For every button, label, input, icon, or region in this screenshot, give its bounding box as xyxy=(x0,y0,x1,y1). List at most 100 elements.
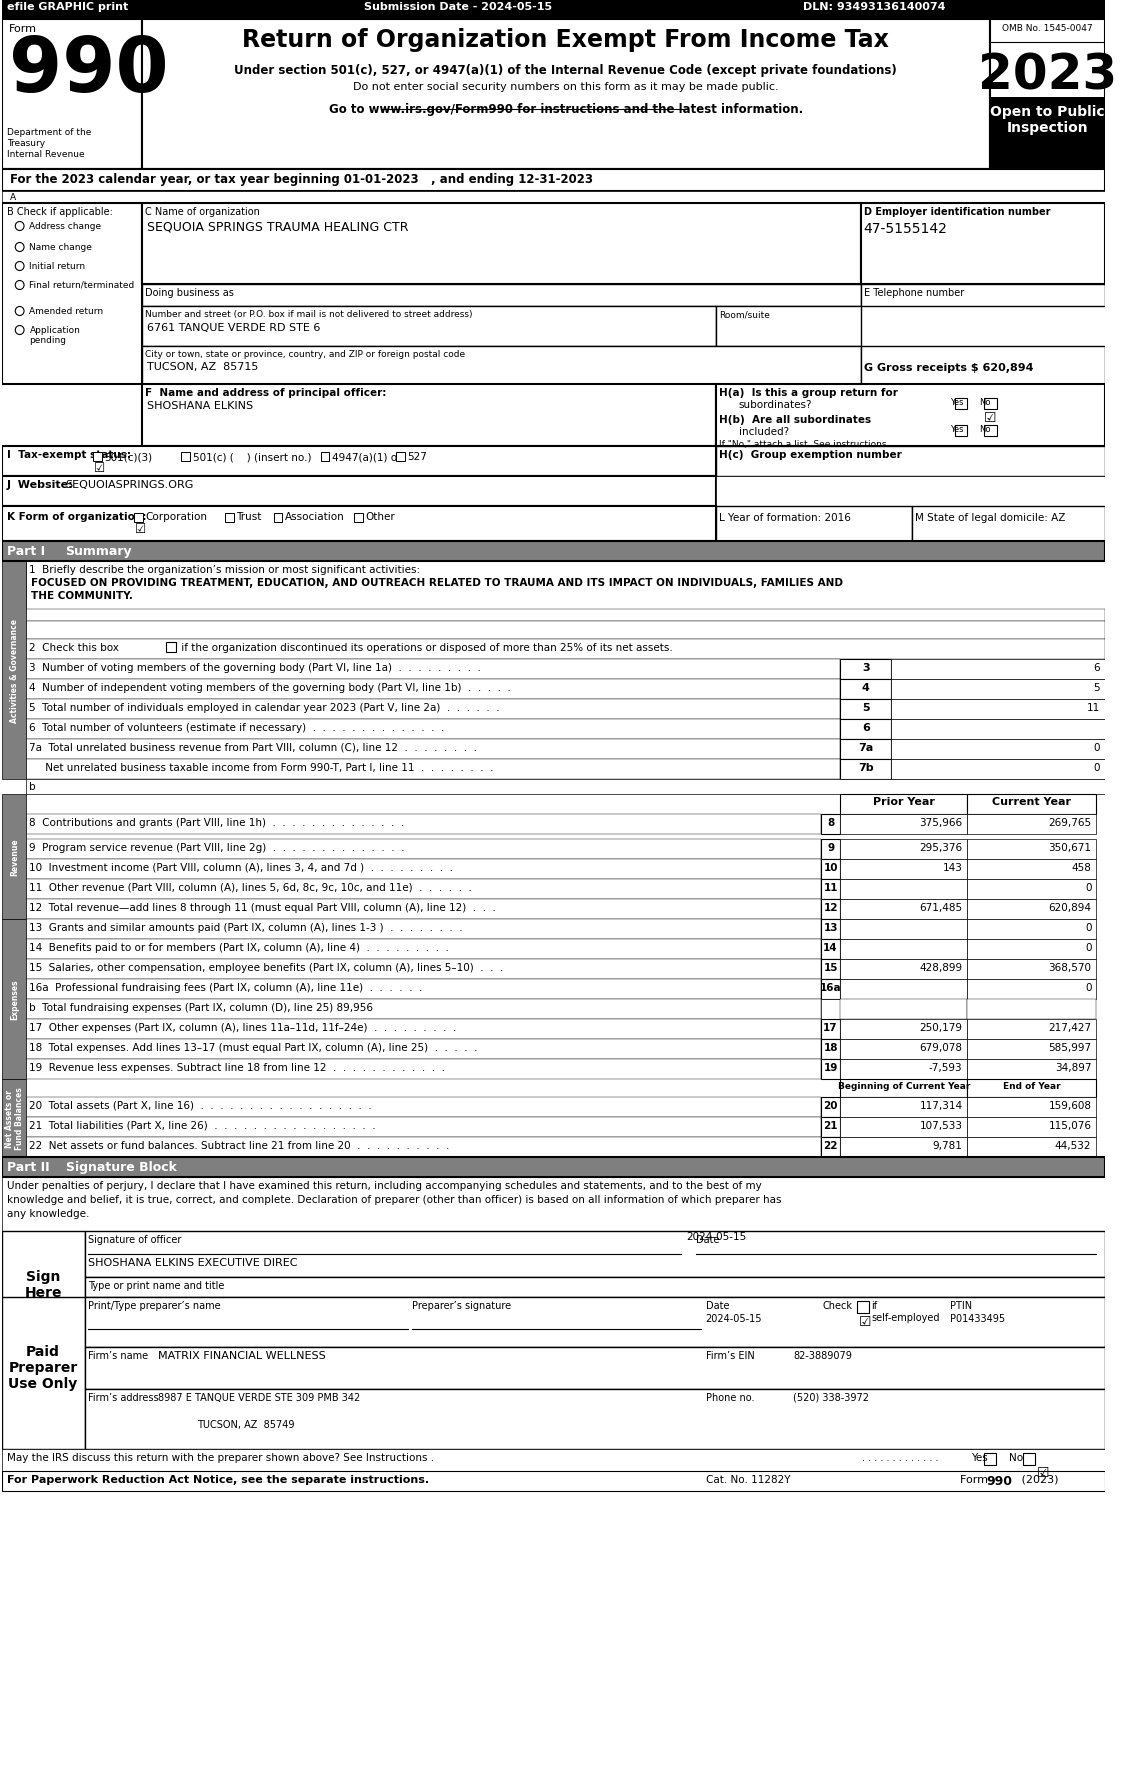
Text: 8: 8 xyxy=(826,818,834,827)
Bar xyxy=(821,859,840,880)
Text: Expenses: Expenses xyxy=(10,978,19,1019)
Bar xyxy=(26,859,821,880)
Bar xyxy=(840,880,968,900)
Bar xyxy=(26,779,1105,795)
Bar xyxy=(85,1297,1105,1347)
Text: 5: 5 xyxy=(1094,683,1101,693)
Text: Open to Public
Inspection: Open to Public Inspection xyxy=(990,105,1105,135)
Bar xyxy=(955,399,968,410)
Text: 12: 12 xyxy=(823,902,838,912)
Text: (2023): (2023) xyxy=(1018,1474,1059,1484)
Bar xyxy=(968,795,1096,814)
Text: 3  Number of voting members of the governing body (Part VI, line 1a)  .  .  .  .: 3 Number of voting members of the govern… xyxy=(29,663,481,672)
Bar xyxy=(860,203,1105,285)
Text: 12  Total revenue—add lines 8 through 11 (must equal Part VIII, column (A), line: 12 Total revenue—add lines 8 through 11 … xyxy=(29,902,497,912)
Text: 0: 0 xyxy=(1094,763,1101,773)
Text: 82-3889079: 82-3889079 xyxy=(794,1351,852,1360)
Bar xyxy=(821,980,840,1000)
Text: 15: 15 xyxy=(823,962,838,973)
Text: 7b: 7b xyxy=(858,763,874,773)
Text: C Name of organization: C Name of organization xyxy=(145,207,260,217)
Text: Submission Date - 2024-05-15: Submission Date - 2024-05-15 xyxy=(364,2,552,12)
Bar xyxy=(840,1039,968,1060)
Bar xyxy=(26,1117,821,1137)
Text: If "No," attach a list. See instructions.: If "No," attach a list. See instructions… xyxy=(719,440,890,449)
Bar xyxy=(26,1019,821,1039)
Text: 295,376: 295,376 xyxy=(919,843,962,852)
Text: I  Tax-exempt status:: I Tax-exempt status: xyxy=(7,449,131,460)
Bar xyxy=(860,285,1105,307)
Text: Form: Form xyxy=(960,1474,991,1484)
Text: subordinates?: subordinates? xyxy=(738,399,812,410)
Text: TUCSON, AZ  85749: TUCSON, AZ 85749 xyxy=(198,1418,295,1429)
Bar xyxy=(821,1098,840,1117)
Bar xyxy=(840,1137,968,1157)
Text: efile GRAPHIC print: efile GRAPHIC print xyxy=(7,2,129,12)
Bar xyxy=(968,1098,1096,1117)
Text: 34,897: 34,897 xyxy=(1054,1062,1092,1073)
Text: For Paperwork Reduction Act Notice, see the separate instructions.: For Paperwork Reduction Act Notice, see … xyxy=(7,1474,429,1484)
Bar xyxy=(26,1039,821,1060)
Bar xyxy=(26,839,821,859)
Text: 269,765: 269,765 xyxy=(1049,818,1092,827)
Text: 2024-05-15: 2024-05-15 xyxy=(706,1313,762,1324)
Text: 44,532: 44,532 xyxy=(1054,1140,1092,1151)
Bar xyxy=(2,561,26,779)
Bar xyxy=(142,347,860,385)
Text: OMB No. 1545-0047: OMB No. 1545-0047 xyxy=(1003,23,1093,34)
Bar xyxy=(968,980,1096,1000)
Bar xyxy=(968,939,1096,959)
Bar xyxy=(821,1000,840,1019)
Text: 0: 0 xyxy=(1085,982,1092,993)
Text: if the organization discontinued its operations or disposed of more than 25% of : if the organization discontinued its ope… xyxy=(178,643,673,652)
Bar xyxy=(2,1080,26,1157)
Text: SEQUOIA SPRINGS TRAUMA HEALING CTR: SEQUOIA SPRINGS TRAUMA HEALING CTR xyxy=(147,219,409,233)
Bar xyxy=(968,1019,1096,1039)
Text: ☑: ☑ xyxy=(94,462,105,474)
Text: Form: Form xyxy=(9,23,37,34)
Text: Prior Year: Prior Year xyxy=(873,797,935,807)
Bar xyxy=(26,679,840,700)
Bar xyxy=(891,720,1105,740)
Text: 217,427: 217,427 xyxy=(1049,1023,1092,1032)
Text: Current Year: Current Year xyxy=(992,797,1071,807)
Text: Summary: Summary xyxy=(65,545,132,558)
Bar xyxy=(891,700,1105,720)
Text: MATRIX FINANCIAL WELLNESS: MATRIX FINANCIAL WELLNESS xyxy=(158,1351,326,1360)
Bar xyxy=(2,169,1105,192)
Text: FOCUSED ON PROVIDING TREATMENT, EDUCATION, AND OUTREACH RELATED TO TRAUMA AND IT: FOCUSED ON PROVIDING TREATMENT, EDUCATIO… xyxy=(32,577,843,588)
Bar xyxy=(225,513,234,522)
Bar xyxy=(2,478,716,506)
Text: 8987 E TANQUE VERDE STE 309 PMB 342: 8987 E TANQUE VERDE STE 309 PMB 342 xyxy=(158,1392,360,1402)
Bar xyxy=(26,1098,821,1117)
Bar xyxy=(968,880,1096,900)
Text: 17  Other expenses (Part IX, column (A), lines 11a–11d, 11f–24e)  .  .  .  .  . : 17 Other expenses (Part IX, column (A), … xyxy=(29,1023,457,1032)
Bar xyxy=(968,1137,1096,1157)
Text: Final return/terminated: Final return/terminated xyxy=(29,282,134,290)
Bar xyxy=(2,1231,85,1329)
Text: 375,966: 375,966 xyxy=(919,818,962,827)
Bar xyxy=(891,659,1105,679)
Bar xyxy=(85,1390,1105,1449)
Text: For the 2023 calendar year, or tax year beginning 01-01-2023   , and ending 12-3: For the 2023 calendar year, or tax year … xyxy=(10,173,593,185)
Text: PTIN: PTIN xyxy=(949,1301,972,1310)
Text: 22: 22 xyxy=(823,1140,838,1151)
Text: Name change: Name change xyxy=(29,242,93,251)
Bar xyxy=(2,1178,1105,1231)
Text: May the IRS discuss this return with the preparer shown above? See Instructions : May the IRS discuss this return with the… xyxy=(7,1452,434,1463)
Text: 2  Check this box: 2 Check this box xyxy=(29,643,123,652)
Text: 990: 990 xyxy=(986,1474,1012,1488)
Bar xyxy=(26,561,1105,640)
Bar xyxy=(716,506,911,542)
Text: Phone no.: Phone no. xyxy=(706,1392,754,1402)
Text: A: A xyxy=(10,192,16,201)
Bar xyxy=(968,900,1096,920)
Text: 47-5155142: 47-5155142 xyxy=(864,223,947,235)
Bar xyxy=(2,1297,85,1449)
Bar xyxy=(2,1472,1105,1492)
Text: Signature Block: Signature Block xyxy=(65,1160,176,1173)
Bar xyxy=(142,203,860,285)
Text: Go to www.irs.gov/Form990 for instructions and the latest information.: Go to www.irs.gov/Form990 for instructio… xyxy=(329,103,803,116)
Text: any knowledge.: any knowledge. xyxy=(7,1208,89,1219)
Bar xyxy=(142,285,860,307)
